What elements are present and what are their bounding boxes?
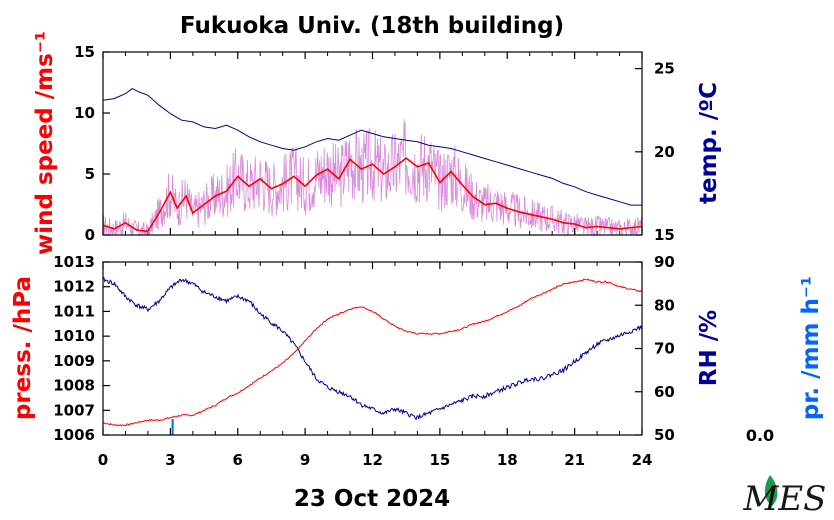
wind-speed-series	[102, 157, 643, 233]
pressure-tick-label: 1006	[53, 426, 95, 444]
pressure-tick-label: 1010	[53, 327, 95, 345]
wind-speed-axis: 0 5 10 15	[74, 43, 110, 244]
temperature-tick-label: 15	[654, 226, 675, 244]
pressure-tick-label: 1013	[53, 253, 95, 271]
logo-leaf-icon	[764, 475, 778, 506]
temperature-axis-label: temp. /ºC	[696, 82, 722, 204]
logo-text: MES	[743, 479, 827, 519]
x-tick-label: 0	[98, 451, 108, 469]
pressure-tick-label: 1012	[53, 278, 95, 296]
rain-axis-label: pr. /mm h⁻¹	[798, 276, 824, 420]
top-plot-frame	[102, 51, 643, 236]
x-tick-label: 6	[233, 451, 243, 469]
top-series	[102, 88, 643, 237]
wind-speed-tick-label: 15	[74, 43, 95, 61]
pressure-axis: 1006 1007 1008 1009 1010 1011 1012 1013	[53, 253, 110, 444]
pressure-tick-label: 1007	[53, 401, 95, 419]
pressure-tick-label: 1008	[53, 377, 95, 395]
wind-speed-tick-label: 0	[85, 226, 95, 244]
x-tick-label: 21	[564, 451, 585, 469]
x-tick-label: 15	[429, 451, 450, 469]
humidity-tick-label: 90	[654, 253, 675, 271]
humidity-tick-label: 60	[654, 383, 675, 401]
x-tick-label: 18	[497, 451, 518, 469]
x-tick-label: 24	[632, 451, 653, 469]
pressure-series	[102, 278, 643, 427]
mes-logo: MES	[743, 475, 827, 519]
pressure-tick-label: 1011	[53, 302, 95, 320]
wind-speed-axis-label: wind speed /ms⁻¹	[32, 31, 58, 255]
date-label: 23 Oct 2024	[294, 486, 450, 512]
x-tick-label: 12	[362, 451, 383, 469]
bottom-series	[102, 277, 643, 435]
bottom-plot-frame	[102, 261, 643, 436]
rain-total-value: 0.0	[746, 426, 774, 445]
temperature-series	[102, 88, 642, 206]
humidity-tick-label: 70	[654, 340, 675, 358]
humidity-tick-label: 50	[654, 426, 675, 444]
humidity-series	[102, 277, 643, 421]
wind-gust-series	[102, 119, 643, 237]
x-tick-label: 3	[165, 451, 175, 469]
wind-speed-tick-label: 5	[85, 165, 95, 183]
humidity-tick-label: 80	[654, 296, 675, 314]
wind-speed-tick-label: 10	[74, 104, 95, 122]
time-axis: 0 3 6 9 12 15 18 21 24	[98, 262, 653, 469]
pressure-tick-label: 1009	[53, 352, 95, 370]
chart-title: Fukuoka Univ. (18th building)	[180, 13, 564, 39]
pressure-axis-label: press. /hPa	[10, 276, 36, 420]
top-time-ticks	[102, 52, 643, 235]
top-panel: 0 5 10 15 15 20 25 wind speed /ms⁻¹ temp. /ºC	[32, 31, 722, 255]
temperature-tick-label: 25	[654, 60, 675, 78]
humidity-axis-label: RH /%	[696, 310, 722, 386]
humidity-axis: 50 60 70 80 90	[635, 253, 675, 444]
x-tick-label: 9	[300, 451, 310, 469]
temperature-axis: 15 20 25	[635, 60, 675, 244]
temperature-tick-label: 20	[654, 143, 675, 161]
